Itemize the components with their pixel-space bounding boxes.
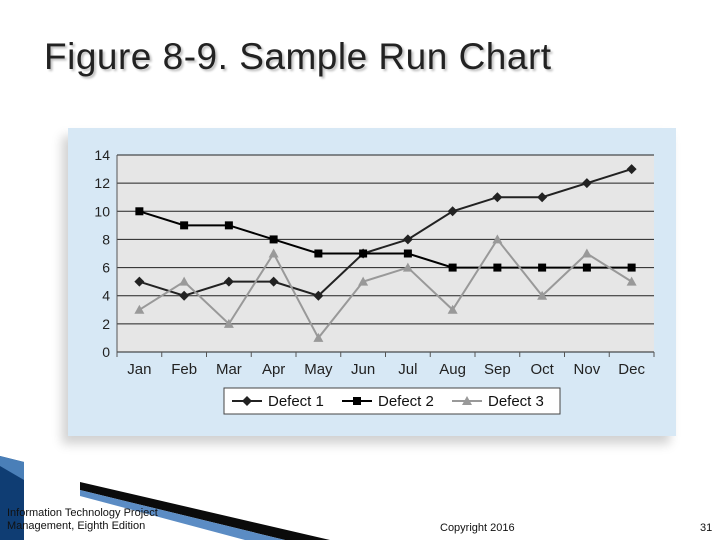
series-2 [135, 207, 636, 272]
footer-book-title-line2: Management, Eighth Edition [7, 520, 146, 532]
legend-item-3: Defect 3 [452, 393, 544, 410]
footer-decoration [0, 456, 330, 540]
x-tick-label: Jun [351, 361, 375, 378]
data-point [180, 221, 189, 230]
data-point [269, 235, 278, 244]
y-tick-label: 12 [94, 175, 110, 191]
data-point [537, 192, 548, 203]
footer-copyright: Copyright 2016 [440, 522, 515, 534]
series-line [139, 168, 632, 297]
data-point [223, 318, 234, 328]
data-point [268, 248, 279, 258]
data-point [492, 234, 503, 244]
y-tick-label: 6 [102, 260, 110, 276]
data-point [179, 290, 190, 301]
x-tick-label: Jul [398, 361, 417, 378]
data-point [581, 248, 592, 258]
x-tick-label: Apr [262, 361, 285, 378]
y-tick-label: 14 [94, 147, 110, 163]
run-chart: 0 2 4 6 8 10 12 14 Jan Feb Mar Apr May Jun Jul Aug Sep O… [94, 147, 655, 415]
data-point [493, 263, 502, 272]
data-point [402, 234, 413, 245]
slide-title: Figure 8-9. Sample Run Chart [44, 36, 552, 77]
legend-box [223, 387, 561, 415]
x-tick-label: Jan [127, 361, 151, 378]
legend-label: Defect 3 [488, 393, 544, 410]
footer-book-title: Information Technology Project Managemen… [7, 507, 158, 533]
x-tick-label: Dec [618, 361, 645, 378]
data-point [223, 276, 234, 287]
x-tick-label: Oct [530, 361, 554, 378]
legend-marker [353, 397, 361, 405]
data-point [537, 290, 548, 300]
legend-marker [242, 396, 252, 406]
data-point [135, 207, 144, 216]
data-point [447, 206, 458, 217]
data-point [403, 249, 412, 258]
data-point [224, 221, 233, 230]
x-tick-label: May [304, 361, 333, 378]
data-point [492, 192, 503, 203]
y-tick-label: 10 [94, 203, 110, 219]
gridlines [116, 154, 655, 357]
data-point [538, 263, 547, 272]
y-tick-label: 0 [102, 344, 110, 360]
y-axis-ticks: 0 2 4 6 8 10 12 14 [94, 147, 110, 360]
x-tick-label: Sep [484, 361, 511, 378]
data-point [402, 262, 413, 272]
data-point [268, 276, 279, 287]
x-tick-label: Nov [574, 361, 601, 378]
footer-book-title-line1: Information Technology Project [7, 507, 158, 519]
data-point [447, 304, 458, 314]
legend-label: Defect 2 [378, 393, 434, 410]
data-point [179, 276, 190, 286]
data-point [359, 249, 368, 258]
data-point [358, 276, 369, 286]
data-point [626, 164, 637, 175]
series-line [139, 210, 632, 269]
series-layer [134, 164, 637, 342]
legend-item-1: Defect 1 [232, 393, 324, 410]
data-point [626, 276, 637, 286]
y-tick-label: 8 [102, 231, 110, 247]
legend-label: Defect 1 [268, 393, 324, 410]
series-3 [134, 234, 637, 342]
slide-number: 31 [700, 522, 713, 534]
data-point [582, 263, 591, 272]
data-point [134, 276, 145, 287]
data-point [448, 263, 457, 272]
x-tick-label: Mar [216, 361, 242, 378]
series-line [138, 237, 633, 340]
x-tick-label: Aug [439, 361, 466, 378]
x-axis-ticks: Jan Feb Mar Apr May Jun Jul Aug Sep Oct Nov Dec [127, 361, 645, 378]
series-1 [134, 164, 637, 301]
legend: Defect 1 Defect 2 Defect 3 [223, 387, 561, 415]
data-point [313, 290, 324, 301]
data-point [134, 304, 145, 314]
legend-marker [462, 396, 472, 405]
data-point [314, 249, 323, 258]
chart-figure-panel: 0 2 4 6 8 10 12 14 Jan Feb Mar Apr May Jun Jul Aug Sep O… [68, 128, 676, 436]
x-tick-label: Feb [171, 361, 197, 378]
data-point [627, 263, 636, 272]
y-tick-label: 2 [102, 316, 110, 332]
legend-item-2: Defect 2 [342, 393, 434, 410]
y-tick-label: 4 [102, 288, 110, 304]
data-point [581, 178, 592, 189]
data-point [313, 332, 324, 342]
